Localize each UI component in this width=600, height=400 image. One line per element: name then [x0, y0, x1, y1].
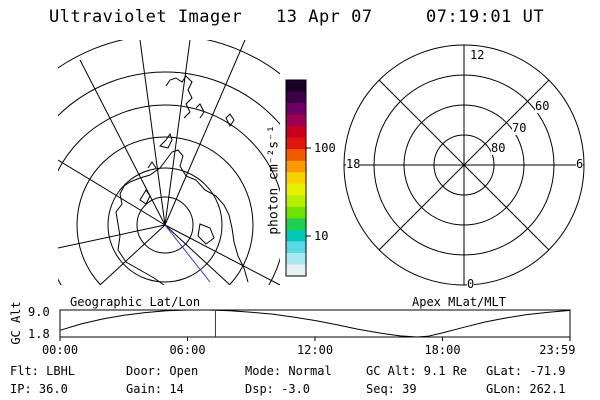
- colorbar-tick-100: 100: [314, 141, 336, 155]
- dsp-value: Dsp: -3.0: [245, 382, 311, 396]
- colorbar-cell: [286, 149, 306, 162]
- filter-value: Flt: LBHL: [10, 364, 76, 378]
- meridian: [99, 224, 166, 285]
- colorbar-cell: [286, 137, 306, 150]
- altitude-tick-min: 1.8: [28, 327, 50, 341]
- gain-value: Gain: 14: [126, 382, 184, 396]
- right-panel-name: Apex MLat/MLT: [412, 295, 506, 309]
- lat-circle: [58, 104, 280, 285]
- colorbar-cell: [286, 183, 306, 196]
- mlt-label-12: 12: [470, 48, 485, 62]
- observation-time: 07:19:01 UT: [426, 7, 545, 27]
- left-panel-name: Geographic Lat/Lon: [70, 295, 201, 309]
- lat-circle: [58, 71, 280, 125]
- colorbar-tick-10: 10: [314, 229, 329, 243]
- mlt-label-0: 0: [467, 277, 475, 291]
- coastline: [225, 113, 235, 127]
- colorbar-cell: [286, 160, 306, 173]
- ip-value: IP: 36.0: [10, 382, 68, 396]
- x-tick-label: 18:00: [424, 343, 461, 357]
- meridian: [164, 40, 246, 226]
- glon-value: GLon: 262.1: [486, 382, 566, 396]
- meridian: [58, 224, 166, 249]
- x-tick-label: 12:00: [296, 343, 334, 357]
- altitude-series-line: [59, 309, 571, 338]
- colorbar-cell: [286, 172, 306, 185]
- x-tick-label: 00:00: [41, 343, 79, 357]
- coastline: [139, 189, 151, 205]
- mode-value: Mode: Normal: [245, 364, 332, 378]
- coastline: [147, 161, 157, 169]
- gc-alt-value: GC Alt: 9.1 Re: [366, 364, 468, 378]
- coastline: [197, 223, 215, 245]
- meridian: [164, 224, 280, 285]
- lat-circle: [107, 167, 223, 283]
- x-tick-label: 23:59: [539, 343, 576, 357]
- satellite-track: [164, 224, 211, 283]
- colorbar-cell: [286, 114, 306, 127]
- lat-circle: [136, 196, 194, 254]
- colorbar-cell: [286, 252, 306, 265]
- colorbar-cell: [286, 264, 306, 277]
- colorbar-cell: [286, 229, 306, 242]
- mlt-label-6: 6: [576, 157, 584, 171]
- coastline: [195, 103, 205, 119]
- mlt-axis: [378, 79, 550, 251]
- meridian: [79, 59, 166, 226]
- glat-value: GLat: -71.9: [486, 364, 566, 378]
- meridian: [164, 40, 191, 226]
- lat-circle: [76, 136, 254, 285]
- seq-value: Seq: 39: [366, 382, 417, 396]
- colorbar-cell: [286, 241, 306, 254]
- mlt-label-18: 18: [346, 157, 361, 171]
- mlat-label-70: 70: [512, 121, 527, 135]
- colorbar-cell: [286, 126, 306, 139]
- mlat-label-60: 60: [535, 99, 550, 113]
- colorbar-cell: [286, 103, 306, 116]
- instrument-title: Ultraviolet Imager: [49, 7, 243, 27]
- coastline: [115, 149, 249, 285]
- coastline: [165, 75, 193, 119]
- observation-date: 13 Apr 07: [276, 7, 373, 27]
- colorbar-cell: [286, 206, 306, 219]
- colorbar-cell: [286, 218, 306, 231]
- meridian: [58, 159, 166, 226]
- door-value: Door: Open: [126, 364, 199, 378]
- x-tick-label: 06:00: [169, 343, 206, 357]
- coastline: [159, 132, 173, 149]
- meridian: [139, 40, 166, 226]
- altitude-tick-max: 9.0: [28, 305, 50, 319]
- mlat-label-80: 80: [491, 141, 506, 155]
- meridian: [164, 224, 231, 285]
- colorbar-cell: [286, 91, 306, 104]
- altitude-axis-label: GC Alt: [9, 301, 23, 345]
- colorbar-cell: [286, 195, 306, 208]
- colorbar-cell: [286, 80, 306, 93]
